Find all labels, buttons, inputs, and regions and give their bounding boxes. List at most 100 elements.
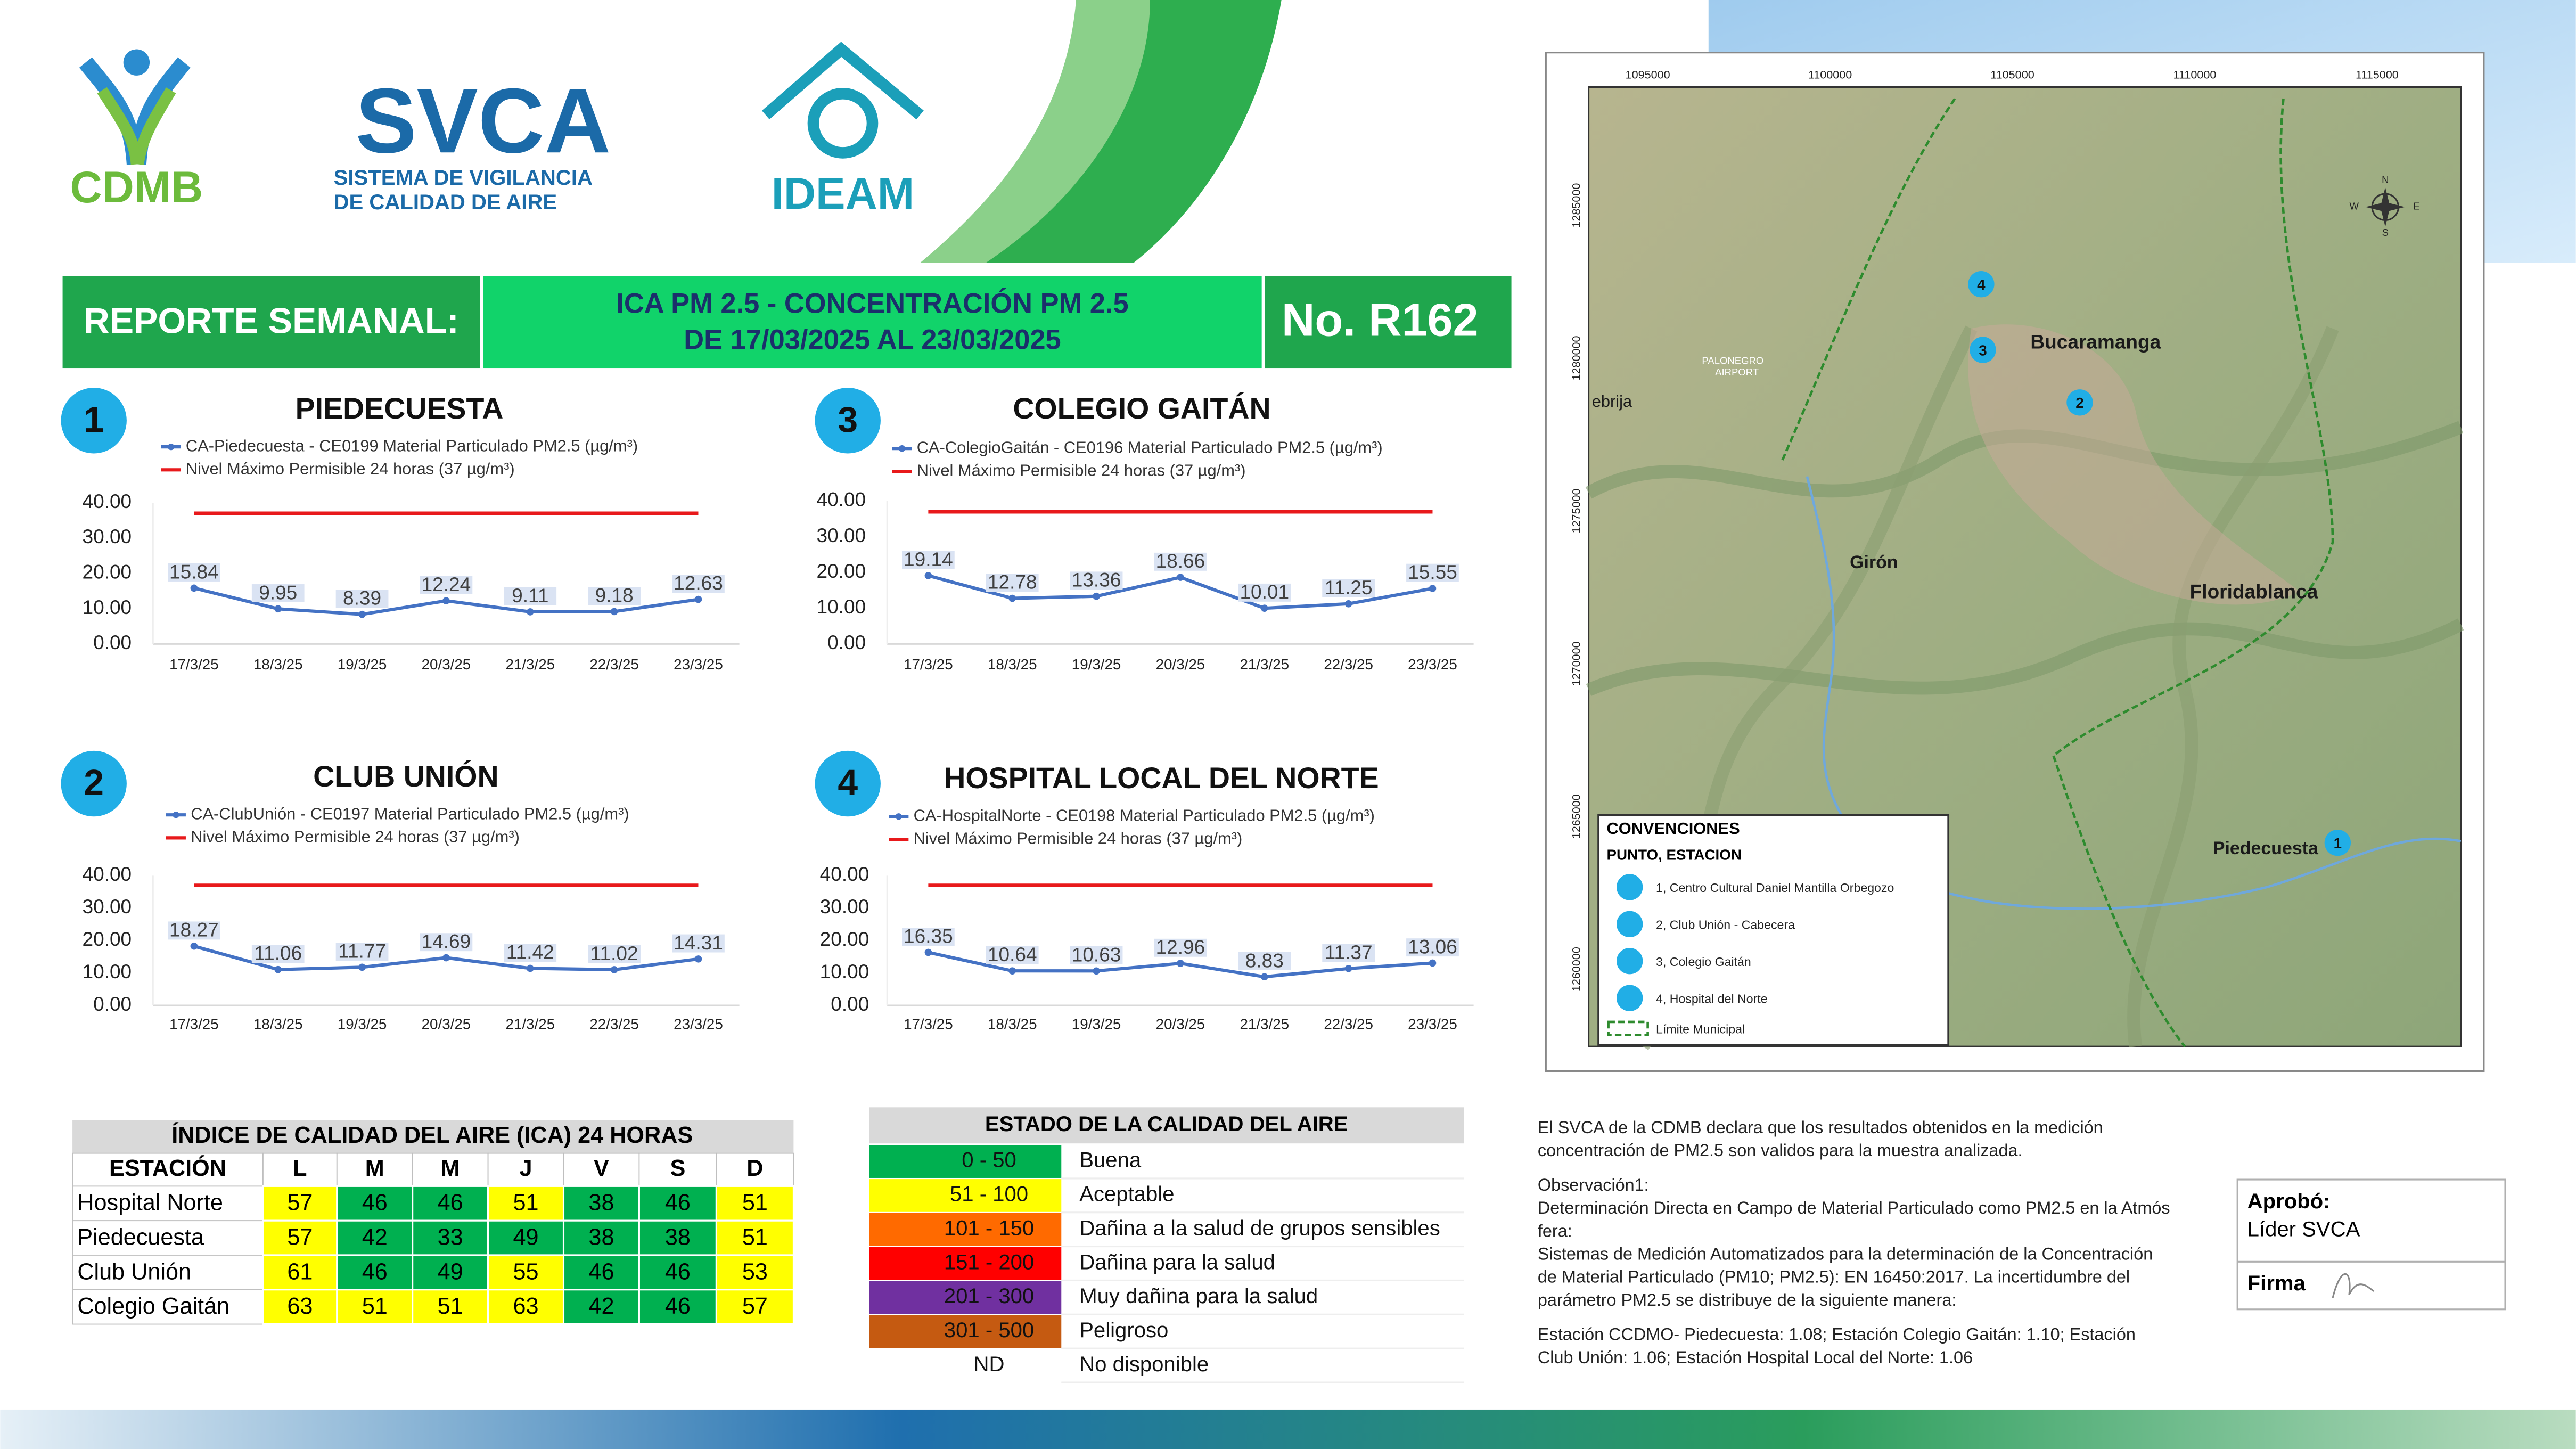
- data-point: [924, 572, 932, 579]
- data-point: [358, 610, 366, 618]
- y-tick-label: 10.00: [82, 596, 132, 618]
- map-legend-marker: [1617, 985, 1643, 1011]
- place-name: Girón: [1850, 552, 1898, 572]
- y-tick-label: 0.00: [93, 993, 132, 1015]
- value-label: 9.95: [259, 581, 297, 603]
- table-header: ESTACIÓN: [109, 1155, 226, 1181]
- map-y-tick: 1260000: [1570, 947, 1583, 992]
- ideam-logo: IDEAM: [761, 42, 924, 218]
- x-tick-label: 18/3/25: [253, 656, 303, 673]
- chart: 3 COLEGIO GAITÁN CA-ColegioGaitán - CE0196…: [815, 388, 1474, 673]
- x-tick-label: 21/3/25: [505, 1016, 555, 1032]
- y-tick-label: 30.00: [817, 524, 866, 546]
- ica-value: 46: [362, 1259, 388, 1284]
- value-label-bg: [420, 576, 473, 594]
- legend-swatch: [895, 813, 903, 820]
- ica-value: 38: [588, 1190, 614, 1216]
- chart-title: HOSPITAL LOCAL DEL NORTE: [944, 762, 1379, 795]
- data-point: [1344, 600, 1352, 608]
- value-label-bg: [986, 946, 1039, 964]
- chart-badge: [815, 750, 881, 817]
- value-label-bg: [1238, 583, 1291, 602]
- value-label-bg: [588, 945, 641, 963]
- value-label-bg: [168, 563, 220, 582]
- cloud: [1248, 90, 1512, 189]
- x-tick-label: 17/3/25: [169, 1016, 219, 1032]
- data-point: [924, 948, 932, 956]
- map-terrain: [1588, 86, 2462, 1047]
- status-range: 51 - 100: [950, 1183, 1028, 1206]
- value-label: 18.66: [1156, 550, 1205, 572]
- value-label: 11.42: [506, 940, 554, 963]
- map-x-tick: 1115000: [2356, 68, 2399, 81]
- table-header-cell: [563, 1152, 640, 1187]
- map-y-tick: 1280000: [1570, 336, 1583, 381]
- place-name: ebrija: [1592, 392, 1632, 411]
- ica-value: 42: [588, 1294, 614, 1319]
- data-point: [274, 965, 282, 973]
- note-line: de Material Particulado (PM10; PM2.5): E…: [1538, 1267, 2130, 1287]
- x-tick-label: 17/3/25: [169, 656, 219, 673]
- station-name: Hospital Norte: [77, 1190, 223, 1216]
- x-tick-label: 19/3/25: [1072, 1016, 1121, 1032]
- data-point: [1429, 585, 1437, 592]
- station-marker: [1970, 337, 1996, 363]
- logo-subtitle: SISTEMA DE VIGILANCIA: [334, 166, 593, 190]
- station-name: Club Unión: [77, 1259, 191, 1284]
- ica-value: 38: [588, 1225, 614, 1250]
- legend-label: CA-Piedecuesta - CE0199 Material Particu…: [186, 436, 638, 455]
- status-range: 151 - 200: [944, 1250, 1034, 1274]
- legend-label: CA-ClubUnión - CE0197 Material Particula…: [191, 804, 629, 823]
- signature-label: Firma: [2247, 1272, 2306, 1295]
- logo-text: IDEAM: [772, 169, 914, 218]
- value-label: 15.55: [1408, 561, 1457, 583]
- note-line: fera:: [1538, 1221, 1572, 1240]
- data-point: [1260, 604, 1268, 612]
- map-y-tick: 1285000: [1570, 183, 1583, 228]
- status-range: 201 - 300: [944, 1284, 1034, 1308]
- airport-label: PALONEGRO: [1702, 355, 1763, 366]
- x-tick-label: 20/3/25: [1156, 1016, 1205, 1032]
- y-tick-label: 30.00: [82, 525, 132, 547]
- approval-label: Aprobó:: [2247, 1190, 2331, 1213]
- value-label-bg: [902, 928, 955, 946]
- map-x-tick: 1095000: [1626, 68, 1670, 81]
- legend-label: CA-ColegioGaitán - CE0196 Material Parti…: [917, 438, 1383, 456]
- value-label: 11.77: [338, 939, 386, 962]
- x-tick-label: 22/3/25: [589, 1016, 639, 1032]
- x-tick-label: 17/3/25: [904, 1016, 953, 1032]
- table-title-bg: [869, 1107, 1464, 1144]
- value-label-bg: [1070, 571, 1123, 590]
- ica-cell: [336, 1219, 414, 1256]
- ica-value: 49: [513, 1225, 539, 1250]
- data-point: [190, 942, 198, 950]
- banner-cell: [62, 276, 480, 369]
- data-point: [526, 964, 534, 972]
- status-swatch: [869, 1145, 1062, 1178]
- value-label-bg: [420, 933, 473, 952]
- value-label-bg: [1322, 944, 1375, 962]
- logo-shape: [807, 88, 879, 159]
- table-cell: [72, 1220, 264, 1256]
- data-point: [1177, 574, 1184, 581]
- value-label: 12.78: [988, 571, 1037, 593]
- compass-label: E: [2413, 201, 2419, 212]
- banner-title: DE 17/03/2025 AL 23/03/2025: [684, 325, 1061, 356]
- map-y-tick: 1265000: [1570, 794, 1583, 839]
- ica-value: 63: [513, 1294, 539, 1319]
- status-label: Buena: [1079, 1149, 1142, 1172]
- chart: 4 HOSPITAL LOCAL DEL NORTE CA-HospitalNort…: [815, 750, 1474, 1032]
- ica-cell: [638, 1185, 717, 1222]
- value-label-bg: [335, 590, 389, 608]
- status-range: 101 - 150: [944, 1216, 1034, 1240]
- x-tick-label: 22/3/25: [589, 656, 639, 673]
- value-label: 12.63: [674, 572, 723, 594]
- chart-badge: [61, 750, 127, 817]
- ica-value: 51: [438, 1294, 463, 1319]
- table-header: L: [293, 1156, 307, 1181]
- value-label: 13.36: [1072, 569, 1121, 591]
- station-number: 3: [1979, 342, 1987, 359]
- ica-value: 33: [438, 1225, 463, 1250]
- value-label-bg: [902, 551, 955, 569]
